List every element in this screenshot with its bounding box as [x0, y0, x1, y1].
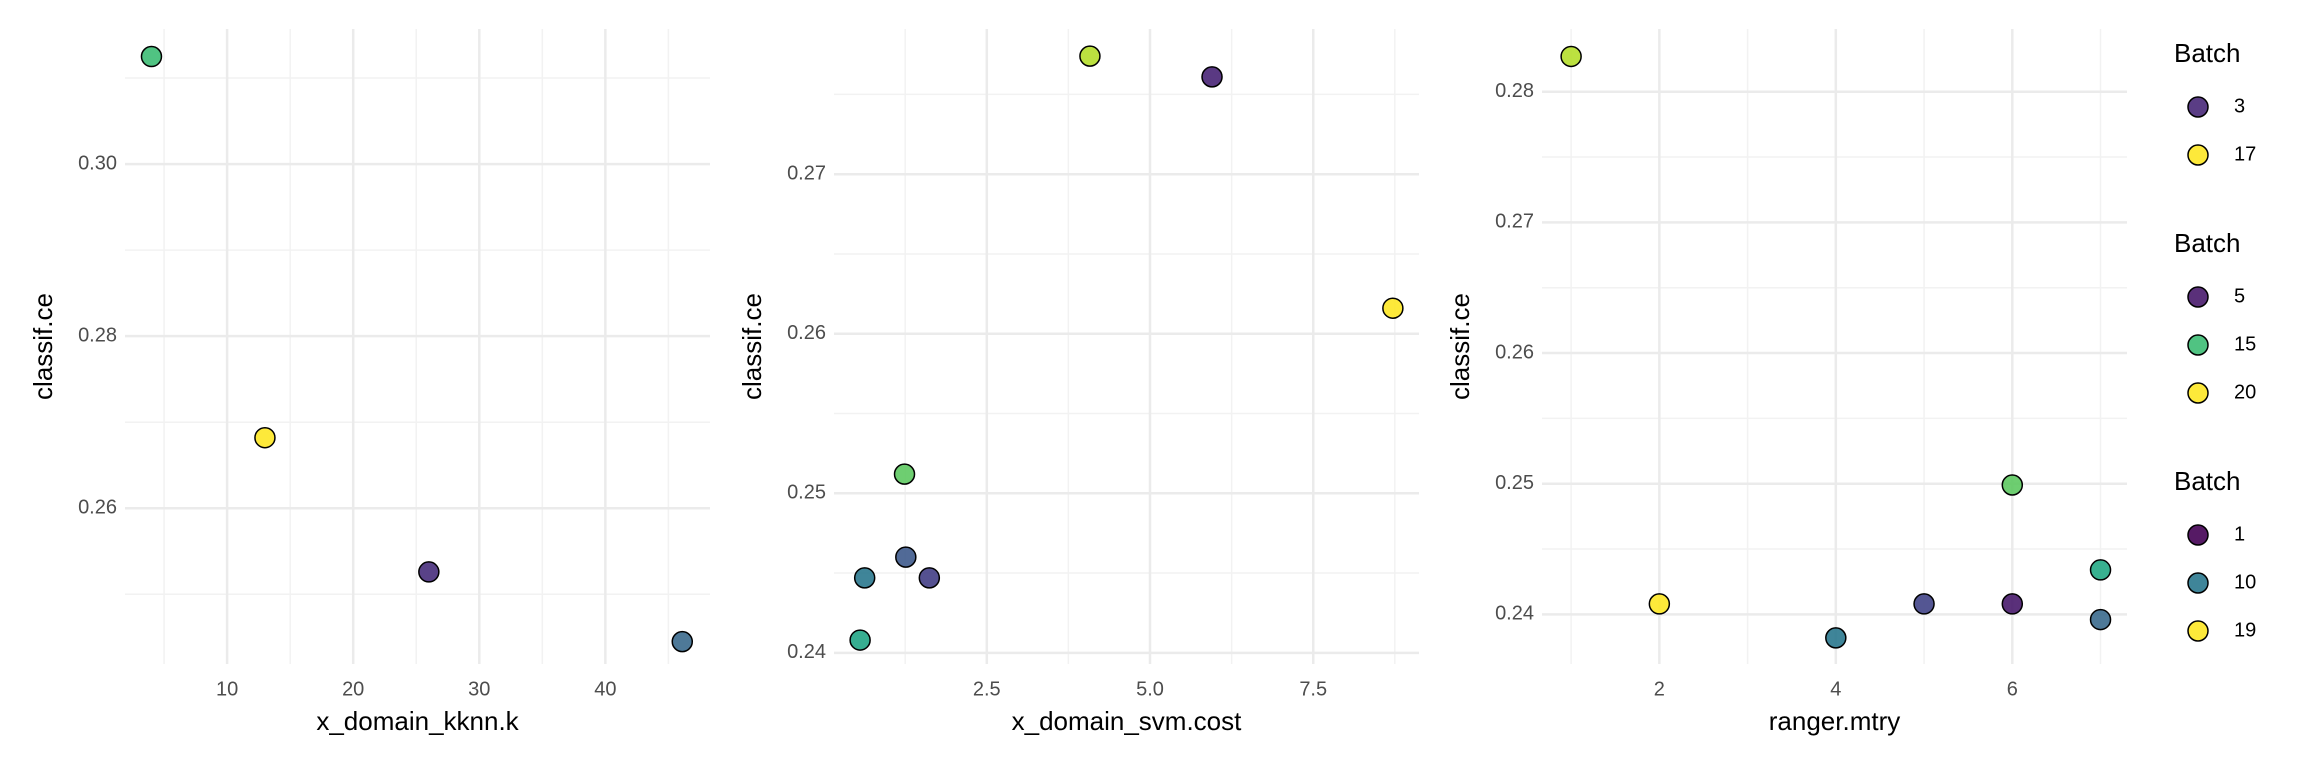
- point: [1201, 66, 1223, 88]
- legend-title: Batch: [2174, 228, 2241, 258]
- point: [671, 630, 694, 653]
- point: [895, 546, 917, 568]
- legend-label: 20: [2234, 381, 2256, 403]
- y-axis-title: classif.ce: [737, 293, 767, 400]
- legend-swatch: [2187, 524, 2209, 546]
- x-tick-label: 10: [216, 678, 238, 700]
- y-tick-label: 0.27: [1495, 211, 1534, 233]
- point: [140, 45, 163, 68]
- y-tick-label: 0.27: [787, 162, 826, 184]
- point: [2089, 608, 2112, 631]
- point: [849, 629, 871, 651]
- legend-label: 3: [2234, 95, 2245, 117]
- point: [418, 561, 440, 583]
- y-axis-title: classif.ce: [1445, 293, 1475, 400]
- x-axis-title: ranger.mtry: [1769, 706, 1901, 736]
- legend-label: 15: [2234, 333, 2256, 355]
- point: [893, 463, 916, 485]
- point: [1913, 593, 1935, 615]
- y-tick-label: 0.28: [1495, 80, 1534, 102]
- x-tick-label: 6: [2007, 678, 2018, 700]
- y-tick-label: 0.26: [78, 497, 117, 519]
- legend-label: 10: [2234, 571, 2256, 593]
- point: [1648, 593, 1671, 615]
- point: [1825, 627, 1847, 649]
- legend-swatch: [2187, 572, 2209, 594]
- x-tick-label: 2.5: [973, 678, 1001, 700]
- legend-swatch: [2187, 286, 2209, 308]
- legend-label: 19: [2234, 619, 2256, 641]
- legend-swatch: [2187, 334, 2209, 356]
- x-tick-label: 4: [1830, 678, 1841, 700]
- point: [2001, 593, 2024, 615]
- point: [2001, 474, 2024, 496]
- x-tick-label: 7.5: [1299, 678, 1327, 700]
- x-axis-title: x_domain_kknn.k: [316, 706, 519, 736]
- x-tick-label: 20: [342, 678, 364, 700]
- y-tick-label: 0.26: [1495, 341, 1534, 363]
- x-tick-label: 40: [594, 678, 616, 700]
- point: [918, 567, 941, 589]
- y-tick-label: 0.24: [1495, 603, 1534, 625]
- legend-title: Batch: [2174, 466, 2241, 496]
- y-tick-label: 0.26: [787, 322, 826, 344]
- point: [1560, 45, 1582, 68]
- point: [853, 567, 876, 589]
- y-axis-title: classif.ce: [28, 293, 58, 400]
- legend-label: 5: [2234, 285, 2245, 307]
- point: [254, 426, 276, 449]
- y-tick-label: 0.25: [1495, 472, 1534, 494]
- legend-swatch: [2187, 144, 2209, 166]
- legend-swatch: [2187, 620, 2209, 642]
- y-tick-label: 0.30: [78, 152, 117, 174]
- x-tick-label: 2: [1654, 678, 1665, 700]
- legend-label: 17: [2234, 143, 2256, 165]
- legend-swatch: [2187, 382, 2209, 404]
- x-tick-label: 30: [468, 678, 490, 700]
- point: [1079, 45, 1101, 67]
- legend-title: Batch: [2174, 38, 2241, 68]
- x-axis-title: x_domain_svm.cost: [1012, 706, 1243, 736]
- x-tick-label: 5.0: [1136, 678, 1164, 700]
- legend-label: 1: [2234, 523, 2245, 545]
- point: [1382, 297, 1404, 319]
- y-tick-label: 0.25: [787, 482, 826, 504]
- legend-swatch: [2187, 96, 2209, 118]
- y-tick-label: 0.24: [787, 641, 826, 663]
- point: [2089, 559, 2112, 581]
- y-tick-label: 0.28: [78, 324, 117, 346]
